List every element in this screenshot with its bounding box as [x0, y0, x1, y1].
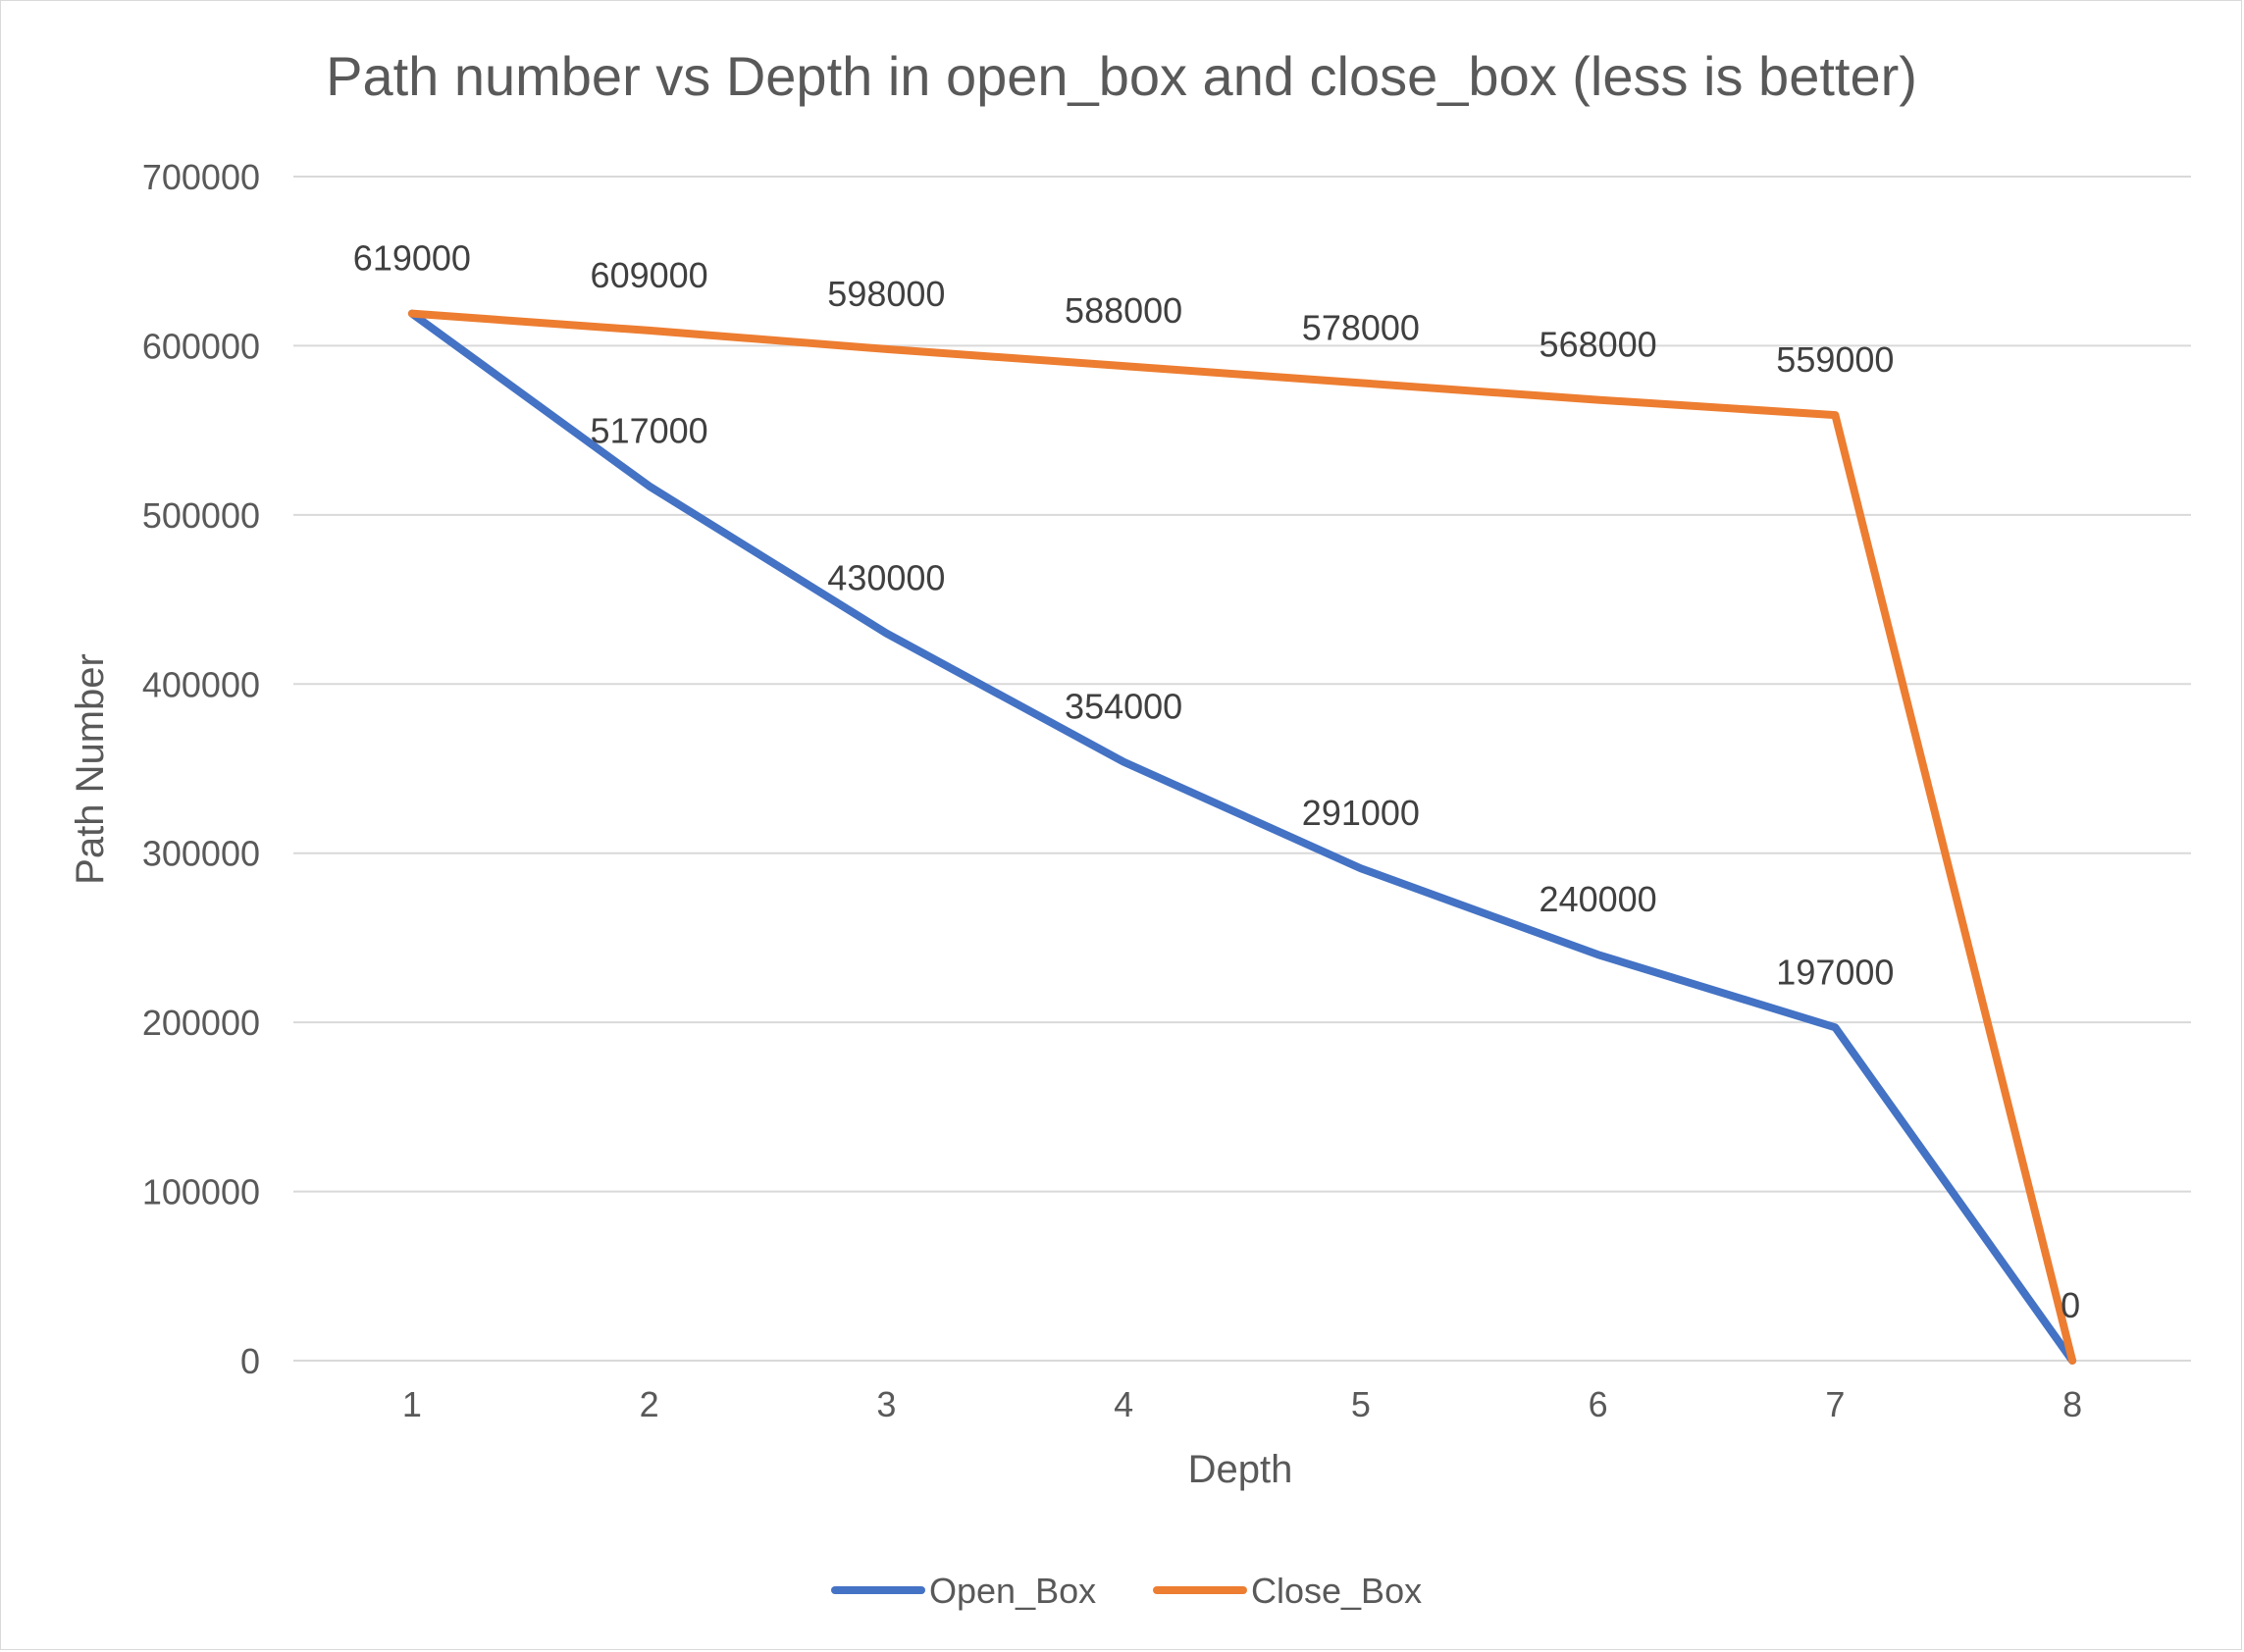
data-label: 430000: [827, 558, 945, 598]
series-line-open-box: [407, 309, 2077, 1365]
x-tick-label: 3: [876, 1384, 896, 1424]
data-label: 588000: [1065, 290, 1182, 331]
data-label: 578000: [1302, 307, 1420, 347]
x-tick-label: 8: [2062, 1384, 2082, 1424]
x-tick-label: 6: [1589, 1384, 1608, 1424]
x-axis-ticks: 1 2 3 4 5 6 7 8: [402, 1384, 2082, 1424]
y-tick-label: 300000: [142, 834, 260, 874]
series-lines: [407, 309, 2077, 1365]
y-tick-label: 0: [240, 1341, 260, 1381]
x-tick-label: 5: [1351, 1384, 1371, 1424]
x-tick-label: 1: [402, 1384, 422, 1424]
data-label: 609000: [591, 255, 708, 295]
data-label: 568000: [1539, 325, 1657, 365]
legend: Open_Box Close_Box: [831, 1571, 1422, 1611]
x-axis-title: Depth: [1188, 1448, 1293, 1491]
data-label: 517000: [591, 411, 708, 451]
data-labels: 517000 430000 354000 291000 240000 197000 6190…: [353, 238, 2080, 1325]
x-tick-label: 2: [640, 1384, 659, 1424]
y-tick-label: 600000: [142, 326, 260, 366]
y-axis-title: Path Number: [69, 653, 112, 885]
series-line-close-box: [407, 309, 2077, 1365]
y-tick-label: 500000: [142, 495, 260, 536]
legend-label: Close_Box: [1251, 1571, 1422, 1611]
chart-title: Path number vs Depth in open_box and clo…: [326, 45, 1917, 107]
y-axis-ticks: 0 100000 200000 300000 400000 500000 600000 700…: [142, 157, 260, 1381]
y-tick-label: 100000: [142, 1172, 260, 1213]
data-label: 619000: [353, 238, 471, 279]
data-label: 197000: [1776, 952, 1894, 992]
data-label: 0: [2061, 1285, 2080, 1325]
data-label: 559000: [1776, 339, 1894, 380]
y-tick-label: 400000: [142, 664, 260, 704]
y-tick-label: 200000: [142, 1003, 260, 1043]
data-label: 354000: [1065, 687, 1182, 727]
x-tick-label: 4: [1114, 1384, 1133, 1424]
data-label: 240000: [1539, 879, 1657, 919]
x-tick-label: 7: [1825, 1384, 1845, 1424]
data-label: 291000: [1302, 793, 1420, 833]
gridlines: [293, 176, 2191, 1362]
data-label: 598000: [827, 274, 945, 314]
legend-label: Open_Box: [929, 1571, 1096, 1611]
y-tick-label: 700000: [142, 157, 260, 197]
